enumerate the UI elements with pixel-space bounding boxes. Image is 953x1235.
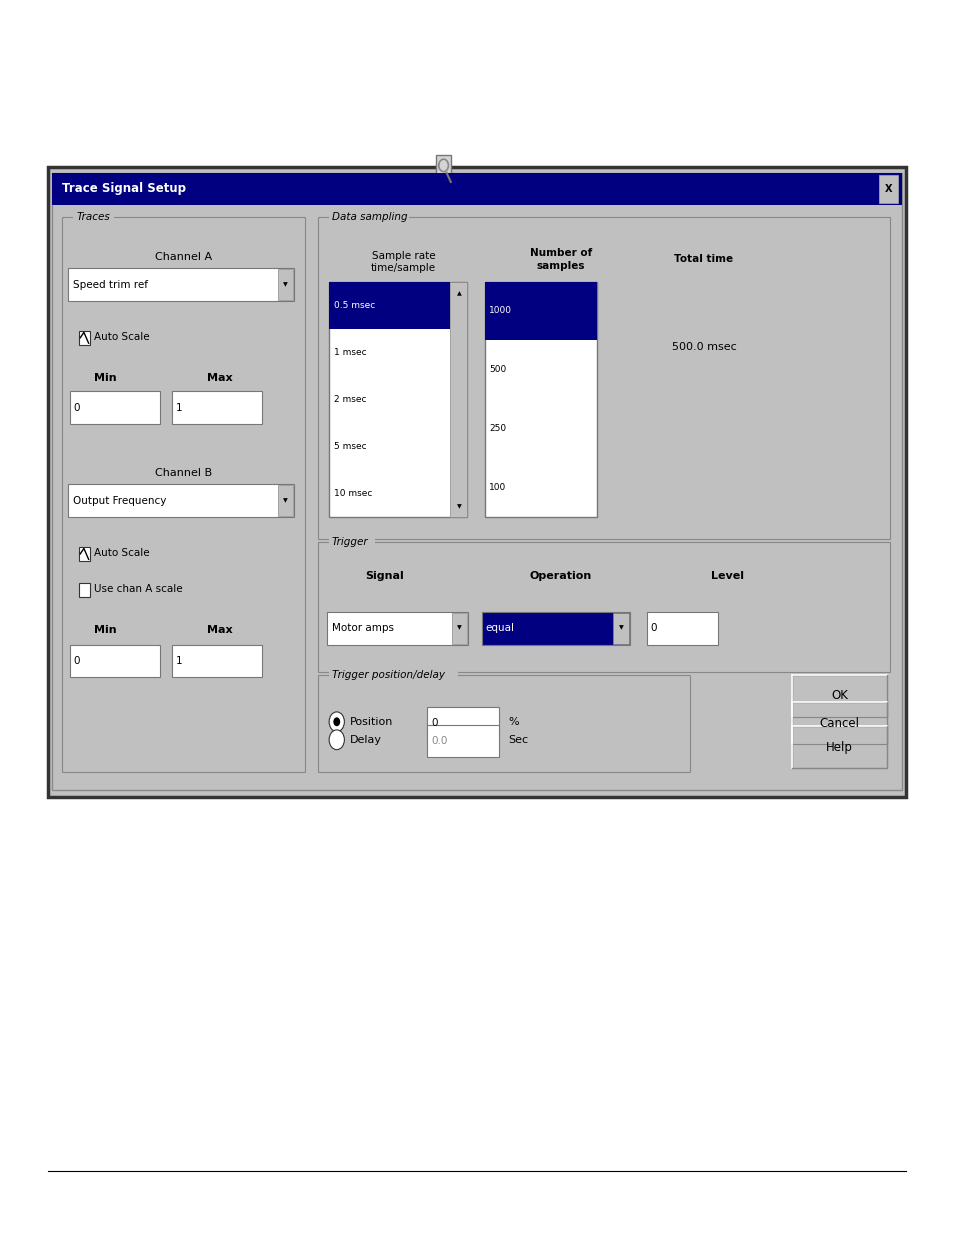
Bar bbox=[481, 611, 629, 645]
Text: 10 msec: 10 msec bbox=[334, 489, 372, 498]
Text: Channel B: Channel B bbox=[155, 468, 212, 478]
Bar bbox=[70, 645, 160, 677]
Bar bbox=[536, 403, 551, 436]
Bar bbox=[329, 206, 408, 228]
Text: 1000: 1000 bbox=[489, 306, 512, 315]
Text: 2 msec: 2 msec bbox=[334, 395, 366, 404]
Text: Traces: Traces bbox=[76, 212, 110, 222]
Text: Max: Max bbox=[207, 373, 232, 383]
Text: 250: 250 bbox=[489, 424, 506, 433]
Text: Channel A: Channel A bbox=[155, 252, 212, 262]
Text: Trigger: Trigger bbox=[332, 537, 368, 547]
Text: 0.5 msec: 0.5 msec bbox=[334, 300, 375, 310]
Bar bbox=[646, 611, 718, 645]
Bar bbox=[791, 703, 886, 745]
Text: ▼: ▼ bbox=[618, 626, 622, 631]
Bar bbox=[484, 282, 597, 516]
Text: 0: 0 bbox=[431, 718, 437, 727]
Text: OK: OK bbox=[830, 689, 847, 703]
Bar bbox=[450, 282, 467, 516]
Text: Speed trim ref: Speed trim ref bbox=[72, 279, 148, 290]
Bar bbox=[68, 268, 294, 301]
Text: Motor amps: Motor amps bbox=[332, 624, 394, 634]
Bar bbox=[317, 217, 889, 538]
Bar bbox=[427, 706, 498, 739]
Bar bbox=[327, 611, 468, 645]
Bar bbox=[484, 282, 597, 341]
Text: 0: 0 bbox=[650, 624, 657, 634]
Text: 1: 1 bbox=[175, 656, 182, 666]
Text: Delay: Delay bbox=[350, 735, 382, 745]
Bar bbox=[52, 173, 901, 790]
Bar bbox=[791, 674, 886, 716]
Text: Min: Min bbox=[93, 373, 116, 383]
Bar bbox=[317, 542, 889, 672]
Text: ▲: ▲ bbox=[456, 291, 460, 296]
Text: Position: Position bbox=[350, 716, 393, 726]
Text: Output Frequency: Output Frequency bbox=[72, 495, 166, 506]
Bar bbox=[48, 167, 905, 797]
Text: Cancel: Cancel bbox=[819, 716, 859, 730]
Text: 100: 100 bbox=[489, 483, 506, 492]
Text: Level: Level bbox=[711, 572, 743, 582]
Text: Min: Min bbox=[93, 625, 116, 635]
Text: 500.0 msec: 500.0 msec bbox=[671, 342, 736, 352]
Text: 0.0: 0.0 bbox=[431, 736, 447, 746]
Text: equal: equal bbox=[485, 624, 514, 634]
Text: ▼: ▼ bbox=[456, 504, 460, 509]
Text: Operation: Operation bbox=[529, 572, 592, 582]
Text: ▼: ▼ bbox=[283, 498, 287, 504]
Text: 1 msec: 1 msec bbox=[334, 347, 366, 357]
Circle shape bbox=[329, 711, 344, 731]
Bar bbox=[52, 173, 901, 205]
Text: Max: Max bbox=[207, 625, 232, 635]
Text: ▼: ▼ bbox=[457, 626, 461, 631]
Bar bbox=[277, 269, 293, 300]
Text: Use chan A scale: Use chan A scale bbox=[94, 584, 183, 594]
Bar bbox=[613, 613, 628, 643]
Bar bbox=[317, 674, 689, 772]
Bar bbox=[329, 282, 450, 329]
Bar bbox=[427, 725, 498, 757]
Text: Auto Scale: Auto Scale bbox=[94, 332, 150, 342]
Text: 0: 0 bbox=[73, 656, 80, 666]
Circle shape bbox=[333, 718, 340, 726]
Text: Trigger position/delay: Trigger position/delay bbox=[332, 669, 444, 679]
Text: ▼: ▼ bbox=[283, 282, 287, 288]
Bar bbox=[329, 531, 375, 553]
Text: Number of
samples: Number of samples bbox=[529, 248, 592, 270]
Bar bbox=[878, 175, 897, 203]
Text: Trace Signal Setup: Trace Signal Setup bbox=[62, 183, 186, 195]
Text: Data sampling: Data sampling bbox=[332, 212, 407, 222]
Circle shape bbox=[329, 730, 344, 750]
Bar bbox=[62, 217, 305, 772]
Bar bbox=[79, 583, 90, 597]
Text: X: X bbox=[883, 184, 891, 194]
Text: 5 msec: 5 msec bbox=[334, 442, 366, 451]
Bar bbox=[452, 613, 467, 643]
Text: 500: 500 bbox=[489, 366, 506, 374]
Bar bbox=[79, 331, 90, 345]
Text: Total time: Total time bbox=[674, 254, 733, 264]
Text: 1: 1 bbox=[175, 403, 182, 412]
Bar bbox=[329, 282, 467, 516]
Bar bbox=[79, 547, 90, 561]
Bar bbox=[172, 391, 262, 424]
Text: Auto Scale: Auto Scale bbox=[94, 548, 150, 558]
Text: %: % bbox=[508, 716, 518, 726]
Bar bbox=[329, 663, 458, 685]
Text: 0: 0 bbox=[73, 403, 80, 412]
Bar bbox=[172, 645, 262, 677]
Bar bbox=[436, 156, 451, 189]
Bar bbox=[68, 484, 294, 517]
Bar bbox=[70, 391, 160, 424]
Bar bbox=[73, 206, 114, 228]
Bar bbox=[791, 726, 886, 768]
Text: Signal: Signal bbox=[365, 572, 403, 582]
Text: Sec: Sec bbox=[508, 735, 528, 745]
Text: Help: Help bbox=[825, 741, 852, 753]
Text: Sample rate
time/sample: Sample rate time/sample bbox=[371, 251, 436, 273]
Bar bbox=[277, 485, 293, 516]
